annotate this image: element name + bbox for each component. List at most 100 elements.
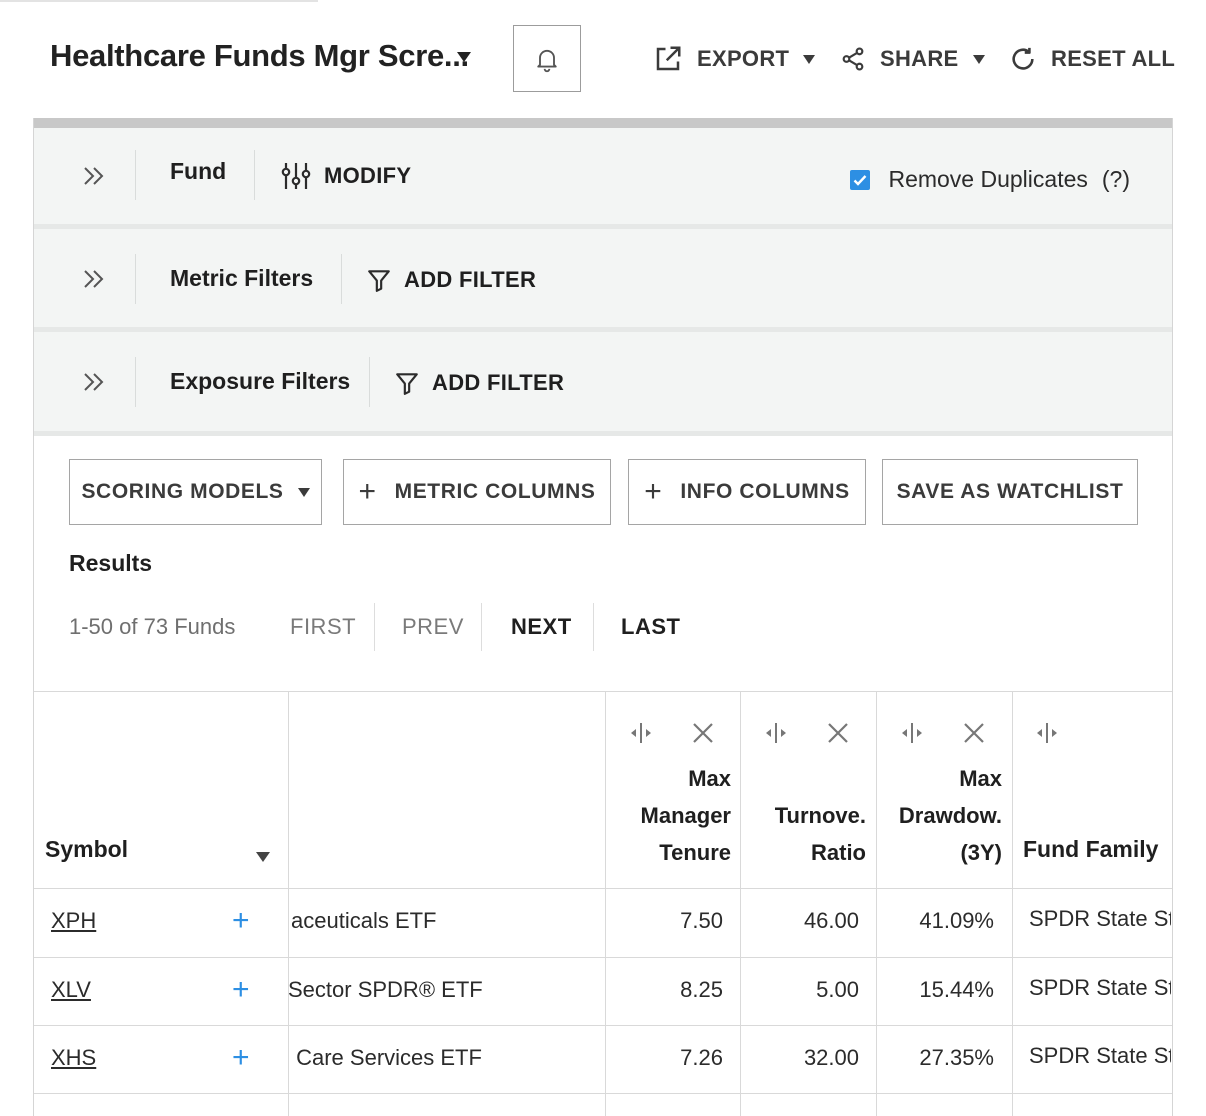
row-divider — [34, 888, 1172, 889]
metric-add-filter-button[interactable]: ADD FILTER — [366, 262, 536, 298]
add-to-list-plus-icon[interactable]: + — [232, 1041, 250, 1074]
exposure-filters-row: Exposure Filters ADD FILTER — [34, 332, 1172, 436]
info-columns-label: INFO COLUMNS — [680, 480, 850, 503]
reset-all-button[interactable]: RESET ALL — [1009, 42, 1175, 76]
results-table: Symbol Max Manager Tenure Turnov — [34, 691, 1172, 1116]
fund-family-header[interactable]: Fund Family — [1023, 836, 1159, 862]
export-button[interactable]: EXPORT — [653, 42, 816, 76]
remove-column-icon[interactable] — [827, 722, 849, 744]
divider — [135, 150, 136, 200]
symbol-link[interactable]: XHS — [51, 1045, 97, 1070]
symbol-column-header[interactable]: Symbol — [45, 836, 129, 862]
screener-title[interactable]: Healthcare Funds Mgr Scre... — [50, 38, 469, 73]
remove-column-icon[interactable] — [963, 722, 985, 744]
results-count: 1-50 of 73 Funds — [69, 614, 236, 639]
metric-filters-label: Metric Filters — [170, 265, 314, 291]
remove-column-icon[interactable] — [692, 722, 714, 744]
symbol-link[interactable]: XLV — [51, 977, 91, 1002]
tenure-cell: 8.25 — [680, 977, 723, 1002]
reset-all-label: RESET ALL — [1051, 46, 1176, 71]
symbol-link[interactable]: XPH — [51, 908, 97, 933]
divider — [369, 357, 370, 407]
row-divider — [34, 1025, 1172, 1026]
turnover-ratio-header[interactable]: Turnove. Ratio — [741, 797, 866, 871]
column-resize-icon[interactable] — [1032, 722, 1062, 744]
next-page-button[interactable]: NEXT — [511, 614, 572, 639]
fund-name: aceuticals ETF — [291, 908, 437, 933]
plus-icon: + — [358, 475, 377, 508]
first-page-button[interactable]: FIRST — [290, 614, 357, 639]
column-divider — [1012, 692, 1013, 1116]
export-label: EXPORT — [697, 46, 790, 71]
alert-bell-button[interactable] — [513, 25, 581, 92]
funnel-icon — [394, 370, 420, 396]
column-controls — [1032, 722, 1062, 744]
fund-expand-button[interactable] — [74, 160, 114, 192]
column-divider — [740, 692, 741, 1116]
fund-name: Care Services ETF — [290, 1045, 482, 1070]
divider — [254, 150, 255, 200]
external-link-icon — [653, 44, 683, 74]
fund-name-cell: Sector SPDR® ETF — [288, 975, 604, 1015]
column-divider — [876, 692, 877, 1116]
header-line: Max — [959, 766, 1002, 791]
drawdown-cell: 27.35% — [919, 1045, 994, 1070]
column-divider — [605, 692, 606, 1116]
last-page-button[interactable]: LAST — [621, 614, 681, 639]
exposure-expand-button[interactable] — [74, 366, 114, 398]
checkmark-icon — [854, 174, 867, 186]
metric-filters-row: Metric Filters ADD FILTER — [34, 229, 1172, 332]
fund-name-cell: Care Services ETF — [288, 1043, 604, 1083]
plus-icon: + — [644, 475, 663, 508]
help-icon[interactable]: (?) — [1101, 166, 1130, 192]
header-line: Turnove. — [774, 803, 866, 828]
turnover-cell: 32.00 — [803, 1045, 859, 1070]
row-divider — [34, 1093, 1172, 1094]
header-line: Tenure — [659, 840, 731, 865]
drawdown-cell: 41.09% — [919, 908, 994, 933]
max-drawdown-header[interactable]: Max Drawdow. (3Y) — [877, 760, 1002, 871]
screener-panel: Fund MODIFY Remove Duplicates (?) — [33, 118, 1173, 1116]
fund-name: Sector SPDR® ETF — [288, 977, 483, 1002]
divider — [341, 254, 342, 304]
results-title: Results — [69, 550, 153, 576]
modify-label: MODIFY — [324, 163, 412, 188]
metric-expand-button[interactable] — [74, 263, 114, 295]
title-dropdown-caret-icon[interactable] — [457, 52, 471, 62]
exposure-add-filter-button[interactable]: ADD FILTER — [394, 365, 564, 401]
fund-family-cell: SPDR State Street — [1029, 906, 1171, 946]
save-as-watchlist-button[interactable]: SAVE AS WATCHLIST — [882, 459, 1138, 525]
add-to-list-plus-icon[interactable]: + — [232, 904, 250, 937]
sliders-icon — [280, 161, 312, 191]
export-caret-icon — [803, 54, 816, 64]
sort-caret-icon[interactable] — [256, 852, 270, 862]
exposure-add-filter-label: ADD FILTER — [432, 370, 565, 395]
metric-columns-button[interactable]: + METRIC COLUMNS — [343, 459, 611, 525]
top-edge-line — [0, 0, 318, 2]
tenure-cell: 7.50 — [680, 908, 723, 933]
header-line: (3Y) — [960, 840, 1002, 865]
fund-family: SPDR State Street — [1029, 1043, 1171, 1068]
header-line: Manager — [640, 803, 731, 828]
column-controls — [897, 722, 985, 744]
scoring-models-button[interactable]: SCORING MODELS — [69, 459, 322, 525]
fund-label: Fund — [170, 158, 227, 184]
info-columns-button[interactable]: + INFO COLUMNS — [628, 459, 866, 525]
prev-page-button[interactable]: PREV — [402, 614, 464, 639]
header-line: Drawdow. — [898, 803, 1002, 828]
add-to-list-plus-icon[interactable]: + — [232, 973, 250, 1006]
turnover-cell: 5.00 — [816, 977, 859, 1002]
column-resize-icon[interactable] — [761, 722, 791, 744]
remove-duplicates-checkbox[interactable] — [850, 169, 871, 190]
drawdown-cell: 15.44% — [919, 977, 994, 1002]
column-resize-icon[interactable] — [626, 722, 656, 744]
max-manager-tenure-header[interactable]: Max Manager Tenure — [606, 760, 731, 871]
divider — [374, 603, 375, 651]
share-button[interactable]: SHARE — [840, 42, 985, 76]
share-caret-icon — [972, 54, 985, 64]
column-resize-icon[interactable] — [897, 722, 927, 744]
share-icon — [840, 45, 866, 73]
tenure-cell: 7.26 — [680, 1045, 723, 1070]
modify-button[interactable]: MODIFY — [280, 158, 411, 194]
scoring-models-caret-icon — [297, 487, 310, 497]
